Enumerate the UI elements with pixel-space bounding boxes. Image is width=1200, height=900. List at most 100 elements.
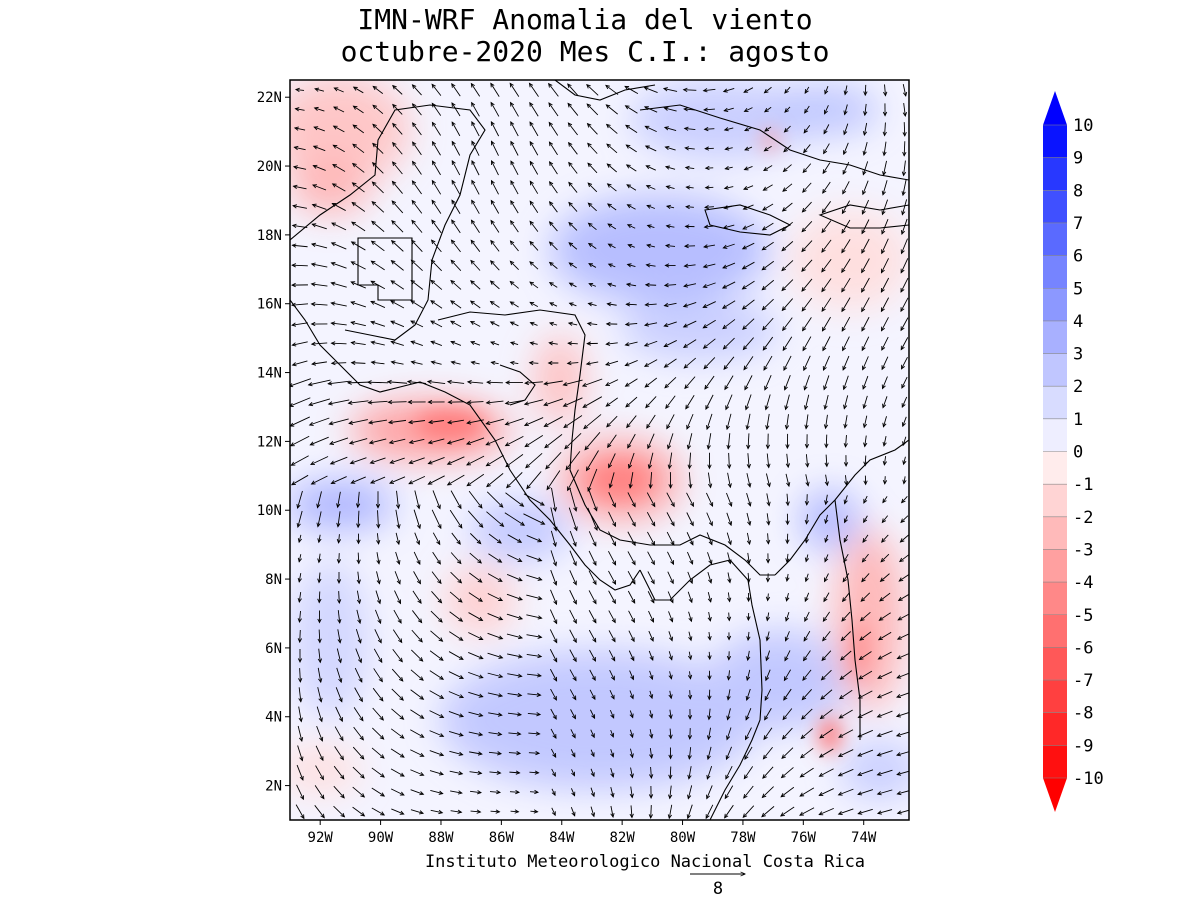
wind-vector: [649, 690, 654, 700]
wind-vector: [504, 418, 524, 426]
wind-vector: [374, 609, 382, 625]
wind-vector: [645, 396, 657, 409]
wind-vector: [413, 509, 421, 530]
wind-vector: [843, 395, 849, 410]
wind-vector: [882, 103, 888, 117]
wind-vector: [291, 282, 308, 288]
wind-vector: [587, 488, 598, 512]
wind-vector: [724, 804, 734, 819]
wind-vector: [643, 359, 658, 367]
colorbar-segment: [1043, 190, 1067, 224]
wind-vector: [395, 509, 401, 530]
wind-vector: [707, 472, 713, 489]
wind-vector: [707, 689, 712, 701]
wind-vector: [469, 300, 481, 309]
wind-vector: [408, 438, 425, 445]
wind-vector: [822, 336, 831, 352]
wind-vector: [469, 751, 483, 756]
wind-vector: [317, 591, 322, 604]
wind-vector: [721, 300, 736, 309]
wind-vector: [684, 165, 695, 171]
wind-vector: [901, 396, 908, 409]
wind-vector: [297, 725, 304, 743]
wind-vector: [528, 82, 539, 97]
wind-vector: [822, 611, 831, 622]
wind-vector: [356, 552, 361, 565]
wind-vector: [765, 553, 771, 564]
wind-vector: [882, 396, 888, 409]
wind-vector: [880, 553, 890, 563]
colorbar-label: -1: [1073, 475, 1093, 495]
wind-vector: [336, 491, 341, 509]
wind-vector: [744, 746, 753, 760]
wind-vector: [824, 573, 829, 583]
wind-vector: [843, 123, 849, 136]
wind-vector: [707, 591, 712, 603]
wind-vector: [291, 243, 308, 248]
wind-vector: [505, 492, 525, 507]
wind-vector: [862, 142, 868, 156]
wind-vector: [646, 243, 656, 248]
wind-vector: [858, 651, 872, 661]
wind-vector: [527, 712, 542, 717]
wind-vector: [725, 765, 733, 780]
wind-vector: [646, 492, 656, 508]
wind-vector: [863, 495, 868, 504]
wind-vector: [410, 300, 424, 309]
wind-vector: [588, 570, 597, 586]
wind-vector: [644, 145, 657, 152]
wind-vector: [411, 199, 423, 214]
wind-vector: [687, 551, 694, 565]
wind-vector: [801, 708, 813, 720]
wind-vector: [327, 380, 350, 386]
wind-vector: [448, 671, 465, 679]
wind-vector: [543, 416, 563, 427]
wind-vector: [606, 302, 617, 307]
map-title: IMN-WRF Anomalia del viento octubre-2020…: [0, 4, 1170, 68]
wind-vector: [628, 630, 635, 643]
wind-vector: [624, 322, 638, 327]
wind-vector: [704, 146, 714, 151]
colorbar-segment: [1043, 125, 1067, 159]
reference-vector: 8: [690, 874, 745, 899]
wind-vector: [685, 204, 694, 210]
wind-vector: [387, 400, 407, 405]
wind-vector: [781, 202, 793, 212]
wind-vector: [779, 806, 795, 817]
wind-vector: [764, 394, 771, 411]
wind-vector: [589, 689, 596, 701]
wind-vector: [431, 83, 442, 96]
wind-vector: [664, 145, 676, 151]
wind-vector: [291, 322, 308, 327]
wind-vector: [724, 785, 734, 800]
wind-vector: [490, 219, 500, 233]
wind-vector: [745, 688, 751, 701]
wind-vector: [569, 609, 577, 624]
wind-vector: [431, 509, 442, 530]
wind-vector: [821, 316, 831, 332]
wind-vector: [310, 475, 328, 485]
wind-vector: [627, 511, 636, 527]
wind-vector: [336, 648, 342, 664]
wind-vector: [471, 140, 480, 156]
wind-vector: [588, 282, 597, 287]
wind-vector: [411, 180, 422, 195]
wind-vector: [610, 805, 615, 819]
wind-vector: [290, 378, 311, 388]
wind-vector: [588, 590, 597, 605]
wind-vector: [876, 750, 893, 757]
wind-vector: [742, 223, 755, 230]
wind-vector: [785, 553, 790, 564]
wind-vector: [687, 591, 693, 604]
wind-vector: [589, 669, 596, 682]
wind-vector: [429, 750, 445, 757]
wind-vector: [505, 380, 523, 385]
wind-vector: [296, 490, 303, 509]
wind-vector: [466, 455, 485, 466]
wind-vector: [802, 669, 812, 681]
wind-vector: [841, 200, 851, 215]
wind-vector: [564, 433, 582, 450]
wind-vector: [648, 630, 654, 642]
wind-vector: [411, 629, 423, 643]
wind-vector: [722, 319, 736, 330]
